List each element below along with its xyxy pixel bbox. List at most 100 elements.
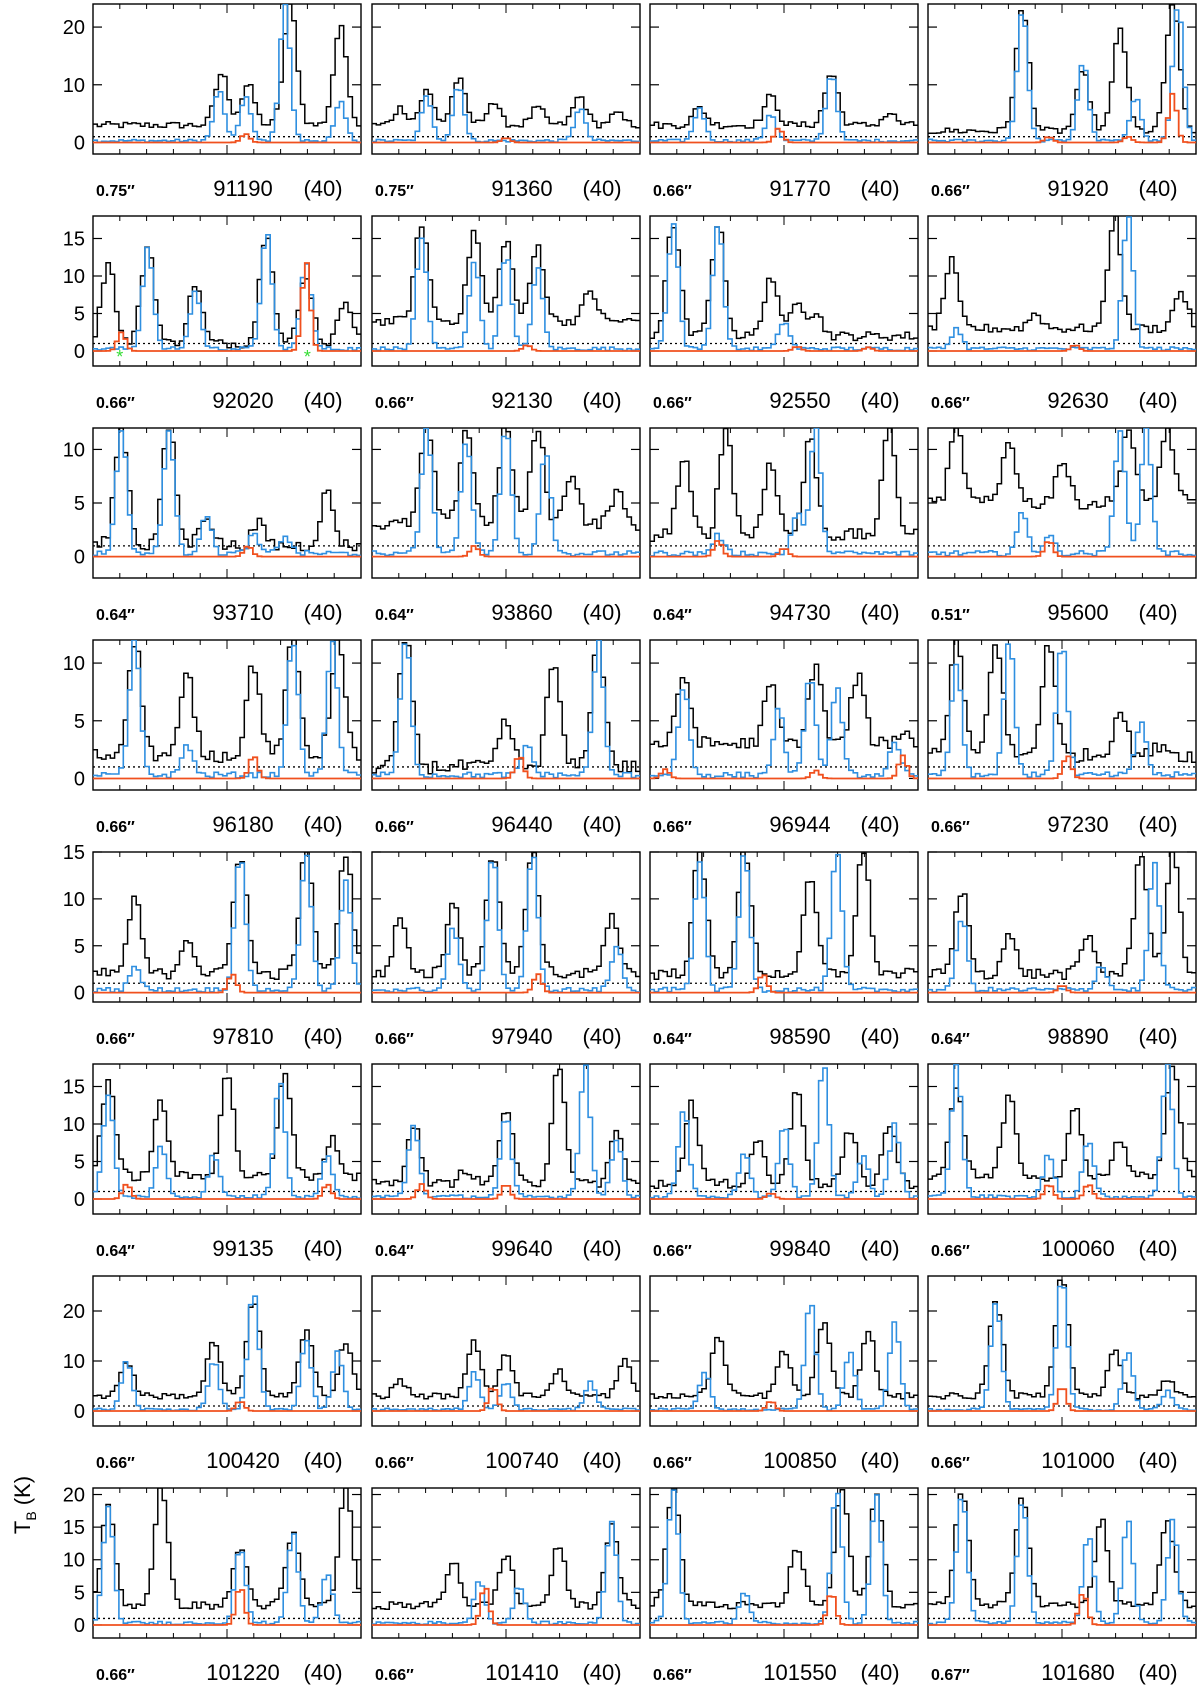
beam-resolution-label: 0.75″ — [96, 183, 135, 200]
beam-resolution-label: 0.66″ — [653, 183, 692, 200]
frequency-label: 93860 — [491, 600, 552, 625]
full-model-spectrum — [928, 643, 1196, 778]
species-model-spectrum — [93, 756, 361, 780]
observed-spectrum — [372, 640, 640, 775]
spectrum-panel: 0.66″ 91770 (40) — [649, 3, 919, 201]
frequency-label: 91190 — [213, 176, 273, 201]
spectrum-panel: 0.66″ 97230 (40) — [927, 639, 1197, 837]
channel-width-label: (40) — [582, 600, 621, 625]
species-model-spectrum — [372, 1183, 640, 1200]
species-model-spectrum — [650, 974, 918, 994]
frequency-label: 92130 — [491, 388, 552, 413]
beam-resolution-label: 0.66″ — [96, 1031, 135, 1048]
species-model-spectrum — [93, 545, 361, 558]
y-tick-label: 0 — [74, 547, 85, 569]
full-model-spectrum — [372, 856, 640, 993]
full-model-spectrum — [928, 9, 1196, 143]
observed-spectrum — [650, 1488, 918, 1610]
panel-plot-area — [928, 852, 1196, 994]
panel-plot-area — [650, 428, 918, 558]
beam-resolution-label: 0.64″ — [653, 607, 692, 624]
frequency-label: 92550 — [769, 388, 830, 413]
species-model-spectrum — [93, 973, 361, 994]
observed-spectrum — [93, 4, 361, 129]
frequency-label: 101680 — [1041, 1660, 1114, 1685]
full-model-spectrum — [928, 1285, 1196, 1412]
spectrum-panel: 0.66″ 101410 (40) — [371, 1487, 641, 1685]
frequency-label: 98590 — [769, 1024, 830, 1049]
observed-spectrum — [372, 852, 640, 979]
y-tick-label: 0 — [74, 1401, 85, 1423]
species-model-spectrum — [372, 545, 640, 558]
full-model-spectrum — [93, 430, 361, 557]
channel-width-label: (40) — [860, 388, 899, 413]
beam-resolution-label: 0.66″ — [375, 395, 414, 412]
species-model-spectrum — [650, 127, 918, 144]
beam-resolution-label: 0.66″ — [96, 1455, 135, 1472]
spectrum-panel: 0.51″ 95600 (40) — [927, 427, 1197, 625]
panel-plot-area — [372, 640, 640, 780]
frequency-label: 99840 — [769, 1236, 830, 1261]
y-tick-label: 5 — [74, 1152, 85, 1174]
frequency-label: 95600 — [1047, 600, 1108, 625]
frequency-label: 100740 — [485, 1448, 558, 1473]
observed-spectrum — [650, 75, 918, 130]
panel-frame — [649, 851, 919, 1003]
spectrum-panel: 0 10 20 0.66″ 100420 (40) — [63, 1275, 362, 1473]
full-model-spectrum — [372, 428, 640, 557]
full-model-spectrum — [650, 223, 918, 352]
channel-width-label: (40) — [582, 1024, 621, 1049]
channel-width-label: (40) — [860, 1024, 899, 1049]
species-model-spectrum — [650, 754, 918, 780]
frequency-label: 92020 — [212, 388, 273, 413]
frequency-label: 100420 — [206, 1448, 279, 1473]
spectrum-panel: 0 5 10 15 * * 0.66″ 92020 (40) — [63, 215, 362, 413]
frequency-label: 101550 — [763, 1660, 836, 1685]
full-model-spectrum — [928, 1064, 1196, 1200]
frequency-label: 100060 — [1041, 1236, 1114, 1261]
beam-resolution-label: 0.64″ — [96, 607, 135, 624]
y-tick-label: 0 — [74, 341, 85, 363]
panel-plot-area — [650, 1067, 918, 1200]
full-model-spectrum — [372, 237, 640, 352]
frequency-label: 91770 — [769, 176, 830, 201]
y-tick-label: 0 — [74, 132, 85, 154]
beam-resolution-label: 0.66″ — [375, 1667, 414, 1684]
spectrum-panel: 0.66″ 92550 (40) — [649, 215, 919, 413]
species-model-spectrum — [93, 262, 361, 352]
panel-grid: 0 10 20 0.75″ 91190 (40) 0.75″ 91360 (40) 0.66″ 91… — [63, 3, 1197, 1685]
observed-spectrum — [650, 226, 918, 342]
observed-spectrum — [928, 428, 1196, 510]
species-model-spectrum — [372, 344, 640, 352]
beam-resolution-label: 0.66″ — [375, 1031, 414, 1048]
y-tick-label: 20 — [63, 1485, 85, 1507]
full-model-spectrum — [93, 640, 361, 779]
species-model-spectrum — [93, 1401, 361, 1412]
frequency-label: 99135 — [212, 1236, 273, 1261]
observed-spectrum — [928, 216, 1196, 334]
channel-width-label: (40) — [582, 1660, 621, 1685]
panel-frame — [927, 1487, 1197, 1639]
channel-width-label: (40) — [303, 1024, 342, 1049]
observed-spectrum — [650, 428, 918, 543]
full-model-spectrum — [93, 854, 361, 993]
beam-resolution-label: 0.66″ — [96, 395, 135, 412]
y-tick-label: 15 — [63, 229, 85, 251]
spectrum-panel: 0.75″ 91360 (40) — [371, 3, 641, 201]
species-model-spectrum — [650, 1401, 918, 1412]
y-tick-label: 0 — [74, 983, 85, 1005]
y-tick-label: 15 — [63, 1517, 85, 1539]
panel-plot-area — [928, 216, 1196, 352]
observed-spectrum — [928, 1065, 1196, 1182]
species-model-spectrum — [372, 973, 640, 994]
panel-plot-area — [372, 226, 640, 352]
species-model-spectrum — [93, 1183, 361, 1200]
full-model-spectrum — [650, 1304, 918, 1412]
beam-resolution-label: 0.66″ — [653, 1243, 692, 1260]
spectrum-panel: 0.66″ 97940 (40) — [371, 851, 641, 1049]
spectrum-panel: 0.66″ 101550 (40) — [649, 1487, 919, 1685]
panel-plot-area — [650, 223, 918, 352]
channel-width-label: (40) — [1138, 1024, 1177, 1049]
spectrum-panel: 0.66″ 96440 (40) — [371, 639, 641, 837]
observed-spectrum — [93, 640, 361, 763]
